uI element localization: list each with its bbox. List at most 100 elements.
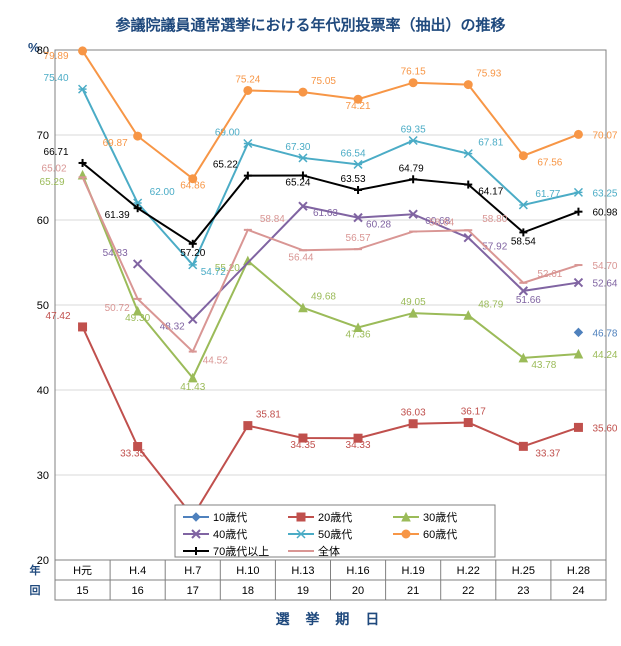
data-label: 76.15: [401, 67, 426, 78]
data-label: 58.54: [511, 236, 536, 247]
series-60歳代: [83, 51, 579, 179]
svg-text:年: 年: [30, 563, 41, 577]
data-label: 66.71: [44, 147, 69, 158]
svg-text:H元: H元: [73, 565, 92, 577]
legend-label: 10歳代: [213, 511, 247, 524]
data-label: 43.78: [531, 360, 556, 371]
data-label: 64.17: [478, 187, 503, 198]
svg-text:H.22: H.22: [457, 565, 480, 577]
data-label: 69.35: [401, 125, 426, 136]
svg-text:30: 30: [37, 470, 49, 482]
legend-label: 20歳代: [318, 511, 352, 524]
svg-text:H.19: H.19: [402, 565, 425, 577]
svg-text:H.7: H.7: [184, 565, 201, 577]
data-label: 75.93: [476, 69, 501, 80]
svg-text:16: 16: [132, 585, 144, 597]
data-label: 65.29: [40, 177, 65, 188]
data-label: 75.40: [44, 73, 69, 84]
data-label: 36.03: [401, 408, 426, 419]
data-label: 61.77: [535, 189, 560, 200]
data-label: 64.79: [399, 163, 424, 174]
data-label: 49.68: [311, 292, 336, 303]
series-20歳代: [83, 327, 579, 516]
svg-text:H.16: H.16: [346, 565, 369, 577]
data-label: 41.43: [180, 382, 205, 393]
data-label: 47.36: [346, 329, 371, 340]
data-label: 65.02: [42, 163, 67, 174]
svg-text:19: 19: [297, 585, 309, 597]
svg-text:H.28: H.28: [567, 565, 590, 577]
svg-text:24: 24: [572, 585, 584, 597]
svg-text:回: 回: [30, 583, 41, 597]
data-label: 54.70: [592, 261, 617, 272]
data-label: 75.24: [235, 74, 260, 85]
data-label: 62.00: [150, 187, 175, 198]
data-label: 33.35: [120, 449, 145, 460]
series-50歳代: [83, 89, 579, 265]
data-label: 34.33: [346, 440, 371, 451]
series-70歳代以上: [83, 163, 579, 244]
data-label: 74.21: [346, 101, 371, 112]
svg-text:60: 60: [37, 215, 49, 227]
data-label: 67.81: [478, 138, 503, 149]
svg-text:17: 17: [187, 585, 199, 597]
data-label: 67.30: [285, 142, 310, 153]
data-label: 44.52: [203, 356, 228, 367]
svg-text:18: 18: [242, 585, 254, 597]
svg-text:22: 22: [462, 585, 474, 597]
legend-label: 60歳代: [423, 528, 457, 541]
data-label: 60.28: [366, 220, 391, 231]
data-label: 58.80: [482, 214, 507, 225]
legend-label: 50歳代: [318, 528, 352, 541]
data-label: 44.24: [592, 350, 617, 361]
chart-svg: 20304050607080年回H元15H.416H.717H.1018H.13…: [0, 0, 621, 646]
data-label: 58.64: [429, 218, 454, 229]
data-label: 54.72: [201, 267, 226, 278]
legend-label: 全体: [318, 544, 340, 558]
svg-text:H.10: H.10: [236, 565, 259, 577]
data-label: 61.39: [105, 210, 130, 221]
data-label: 61.63: [313, 208, 338, 219]
data-label: 69.87: [103, 138, 128, 149]
series-30歳代: [83, 175, 579, 378]
legend-label: 30歳代: [423, 511, 457, 524]
svg-text:23: 23: [517, 585, 529, 597]
data-label: 63.25: [592, 188, 617, 199]
data-label: 64.86: [180, 181, 205, 192]
legend-label: 70歳代以上: [213, 545, 269, 558]
data-label: 49.30: [125, 313, 150, 324]
data-label: 33.37: [535, 448, 560, 459]
svg-text:H.13: H.13: [291, 565, 314, 577]
data-label: 60.98: [592, 208, 617, 219]
data-label: 50.72: [105, 303, 130, 314]
data-label: 66.54: [341, 148, 366, 159]
data-label: 65.24: [285, 177, 310, 188]
data-label: 34.35: [290, 440, 315, 451]
data-label: 79.89: [44, 51, 69, 62]
svg-text:選 挙 期 日: 選 挙 期 日: [276, 611, 386, 627]
legend-label: 40歳代: [213, 528, 247, 541]
svg-text:H.25: H.25: [512, 565, 535, 577]
data-label: 48.79: [478, 299, 503, 310]
data-label: 67.56: [537, 158, 562, 169]
svg-text:H.4: H.4: [129, 565, 146, 577]
data-label: 56.44: [288, 252, 313, 263]
data-label: 35.60: [592, 423, 617, 434]
svg-text:70: 70: [37, 130, 49, 142]
data-label: 51.66: [516, 295, 541, 306]
svg-text:40: 40: [37, 385, 49, 397]
svg-text:20: 20: [352, 585, 364, 597]
data-label: 75.05: [311, 76, 336, 87]
data-label: 52.61: [537, 269, 562, 280]
data-label: 65.22: [213, 160, 238, 171]
data-label: 56.57: [346, 233, 371, 244]
svg-text:15: 15: [76, 585, 88, 597]
data-label: 52.64: [592, 279, 617, 290]
data-label: 63.53: [341, 174, 366, 185]
series-全体: [83, 177, 579, 351]
data-label: 70.07: [592, 130, 617, 141]
svg-text:21: 21: [407, 585, 419, 597]
data-label: 36.17: [461, 407, 486, 418]
data-label: 58.84: [260, 214, 285, 225]
chart-container: 参議院議員通常選挙における年代別投票率（抽出）の推移 % 20304050607…: [0, 0, 621, 646]
